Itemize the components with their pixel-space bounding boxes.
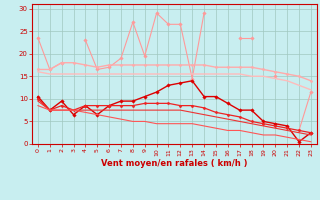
- X-axis label: Vent moyen/en rafales ( km/h ): Vent moyen/en rafales ( km/h ): [101, 159, 248, 168]
